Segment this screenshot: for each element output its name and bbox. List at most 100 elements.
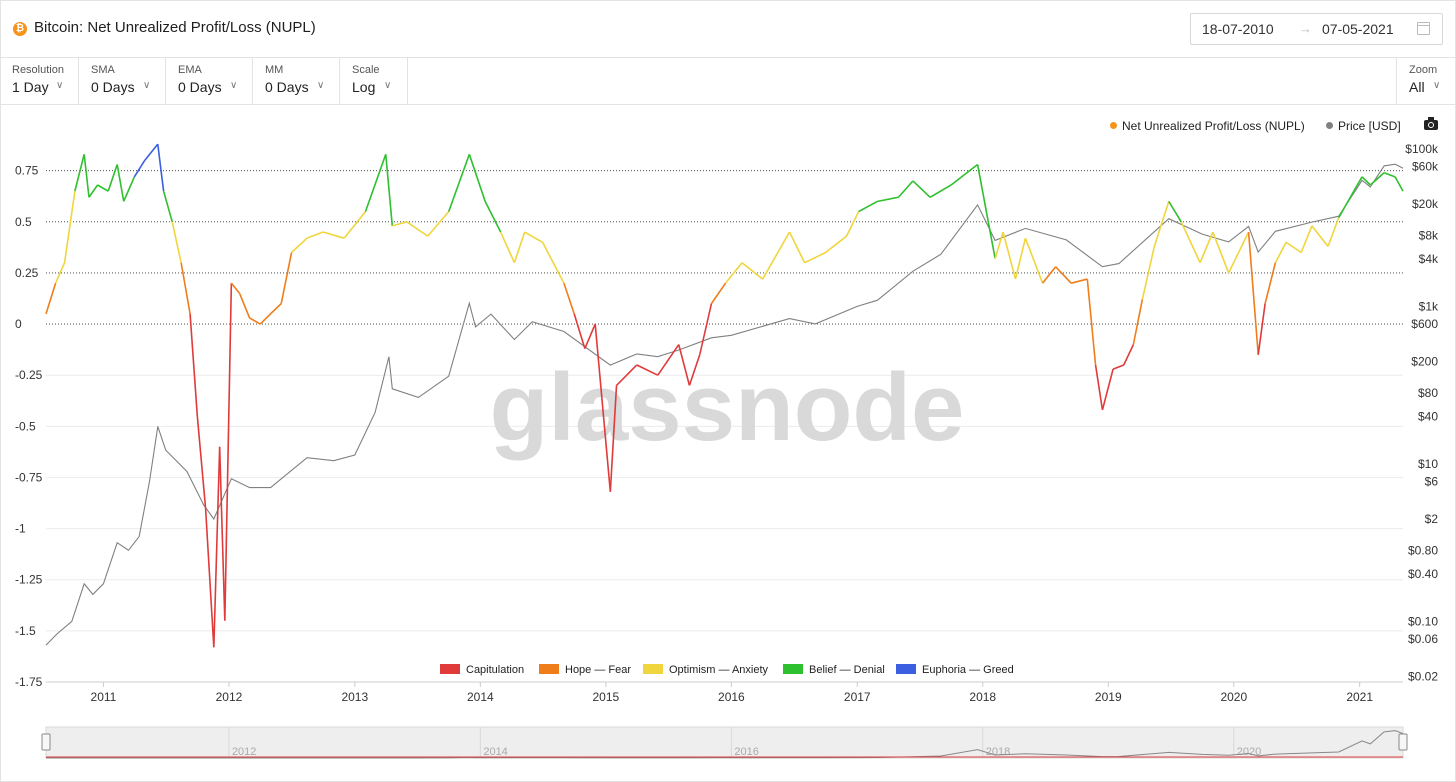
nupl-segment: [541, 241, 565, 284]
nupl-segment: [406, 221, 429, 237]
nupl-segment: [858, 200, 878, 213]
nupl-segment: [513, 231, 526, 263]
chevron-down-icon: ∨: [56, 80, 64, 91]
nupl-segment: [1055, 266, 1072, 284]
nupl-segment: [204, 508, 215, 648]
resolution-select[interactable]: Resolution 1 Day ∨: [0, 57, 79, 104]
x-tick-label: 2021: [1346, 690, 1373, 704]
date-start-input[interactable]: 18-07-2010: [1202, 21, 1274, 37]
y-left-tick: -0.75: [15, 470, 43, 484]
nupl-segment: [1300, 225, 1313, 253]
zone-legend-label: Belief — Denial: [809, 664, 885, 676]
mm-select[interactable]: MM 0 Days ∨: [253, 57, 340, 104]
y-right-tick: $10: [1418, 457, 1438, 471]
x-axis: 2011 2012 2013 2014 2015 2016 2017 2018 2019 2020…: [46, 681, 1403, 704]
scale-select[interactable]: Scale Log ∨: [340, 57, 408, 104]
y-right-tick: $1k: [1419, 299, 1439, 313]
sma-value: 0 Days: [91, 79, 135, 95]
date-range-picker[interactable]: 18-07-2010 → 07-05-2021: [1190, 13, 1443, 45]
nupl-segment: [761, 231, 791, 280]
nupl-segment: [1180, 221, 1201, 264]
nupl-segment: [1153, 201, 1170, 247]
nupl-segment: [280, 252, 293, 304]
navigator-right-handle[interactable]: [1398, 733, 1408, 751]
y-right-tick: $0.02: [1408, 669, 1438, 683]
nupl-segment: [116, 164, 125, 202]
nupl-segment: [563, 282, 575, 315]
scale-value: Log: [352, 79, 376, 95]
nupl-segment: [994, 231, 1004, 259]
calendar-icon[interactable]: [1417, 22, 1430, 35]
nupl-segment: [1353, 176, 1363, 192]
ema-select[interactable]: EMA 0 Days ∨: [166, 57, 253, 104]
navigator-left-handle[interactable]: [41, 733, 51, 751]
y-right-tick: $2: [1425, 512, 1439, 526]
nupl-segment: [88, 184, 99, 198]
legend-nupl-dot: [1110, 122, 1117, 129]
nupl-segment: [1247, 231, 1260, 355]
nupl-segment: [609, 385, 618, 492]
camera-icon[interactable]: [1424, 117, 1438, 130]
chevron-down-icon: ∨: [384, 80, 392, 91]
nupl-segment: [196, 416, 207, 509]
legend-price[interactable]: Price [USD]: [1326, 119, 1401, 133]
nupl-segment: [306, 231, 324, 239]
y-right-tick: $0.80: [1408, 543, 1438, 557]
nupl-segment: [657, 344, 680, 376]
nupl-segment: [688, 354, 701, 386]
nupl-segment: [1337, 190, 1355, 219]
y-right-tick: $60k: [1412, 159, 1439, 173]
nupl-segment: [1285, 241, 1302, 254]
nupl-segment: [107, 164, 118, 192]
zoom-select[interactable]: Zoom All ∨: [1396, 57, 1456, 104]
y-right-tick: $0.06: [1408, 632, 1438, 646]
zoom-value: All: [1409, 79, 1425, 95]
mm-value: 0 Days: [265, 79, 309, 95]
x-tick-label: 2019: [1095, 690, 1122, 704]
nupl-segment: [724, 262, 743, 284]
nupl-segment: [1141, 246, 1156, 300]
nupl-segment: [573, 313, 586, 349]
x-tick-label: 2013: [341, 690, 368, 704]
nupl-segment: [1014, 237, 1027, 280]
nupl-segment: [1311, 225, 1329, 247]
scale-label: Scale: [352, 64, 380, 76]
date-end-input[interactable]: 07-05-2021: [1322, 21, 1394, 37]
legend-nupl[interactable]: Net Unrealized Profit/Loss (NUPL): [1110, 119, 1305, 133]
legend-price-dot: [1326, 122, 1333, 129]
sma-select[interactable]: SMA 0 Days ∨: [79, 57, 166, 104]
y-left-tick: -0.5: [15, 419, 36, 433]
nupl-segment: [230, 282, 241, 294]
y-right-tick: $6: [1425, 474, 1439, 488]
nupl-segment: [1002, 231, 1017, 280]
nupl-segment: [636, 364, 659, 376]
legend-price-label: Price [USD]: [1338, 119, 1401, 133]
nupl-segment: [45, 282, 57, 315]
nupl-segment: [584, 323, 596, 349]
nupl-segment: [677, 344, 691, 386]
nupl-segment: [1227, 231, 1250, 274]
x-tick-label: 2017: [844, 690, 871, 704]
ema-value: 0 Days: [178, 79, 222, 95]
navigator-price-line: [46, 730, 1404, 759]
nupl-segment: [384, 154, 394, 226]
zone-swatch: [783, 664, 803, 674]
bitcoin-icon: ₿: [13, 22, 27, 36]
nupl-segment: [804, 251, 826, 264]
nupl-segment: [290, 237, 308, 254]
page-title: Bitcoin: Net Unrealized Profit/Loss (NUP…: [34, 19, 316, 36]
zone-legend-label: Hope — Fear: [565, 664, 631, 676]
nupl-segment: [189, 313, 199, 417]
y-left-tick: -1.25: [15, 573, 43, 587]
nupl-segment: [224, 283, 233, 621]
nupl-segment: [238, 293, 251, 319]
y-right-tick: $40: [1418, 410, 1438, 424]
nupl-segment: [249, 317, 261, 325]
nupl-segment: [133, 160, 146, 178]
sma-label: SMA: [91, 64, 115, 76]
nupl-segment: [343, 211, 367, 239]
navigator-tick-label: 2014: [483, 746, 507, 758]
nupl-segment: [615, 364, 638, 386]
nupl-segment: [1041, 266, 1057, 284]
nupl-segment: [122, 176, 136, 202]
